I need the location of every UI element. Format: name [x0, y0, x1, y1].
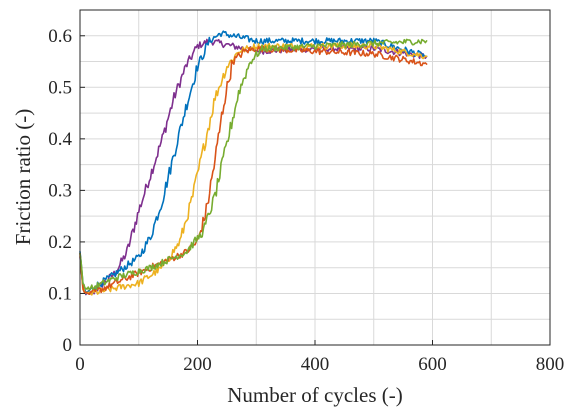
- series-layer: [79, 30, 428, 296]
- x-axis-label: Number of cycles (-): [227, 383, 403, 407]
- series-line-5: [79, 38, 428, 291]
- y-tick-label: 0: [63, 335, 73, 356]
- y-tick-label: 0.2: [48, 232, 72, 253]
- y-axis-label: Friction ratio (-): [11, 109, 35, 245]
- y-tick-label: 0.5: [48, 77, 72, 98]
- series-line-3: [79, 42, 428, 296]
- y-tick-label: 0.1: [48, 283, 72, 304]
- series-line-1: [79, 38, 428, 296]
- x-tick-label: 800: [536, 354, 565, 375]
- series-line-4: [79, 45, 428, 295]
- y-tick-label: 0.4: [48, 129, 72, 150]
- ticks: 0 200 400 600 800 0 0.1 0.2 0.3 0.4 0.5 0.6: [48, 26, 564, 375]
- y-tick-label: 0.3: [48, 180, 72, 201]
- series-line-2: [79, 30, 428, 295]
- x-tick-label: 400: [301, 354, 330, 375]
- x-tick-label: 0: [75, 354, 85, 375]
- x-tick-label: 600: [418, 354, 447, 375]
- x-tick-label: 200: [183, 354, 212, 375]
- y-tick-label: 0.6: [48, 26, 72, 47]
